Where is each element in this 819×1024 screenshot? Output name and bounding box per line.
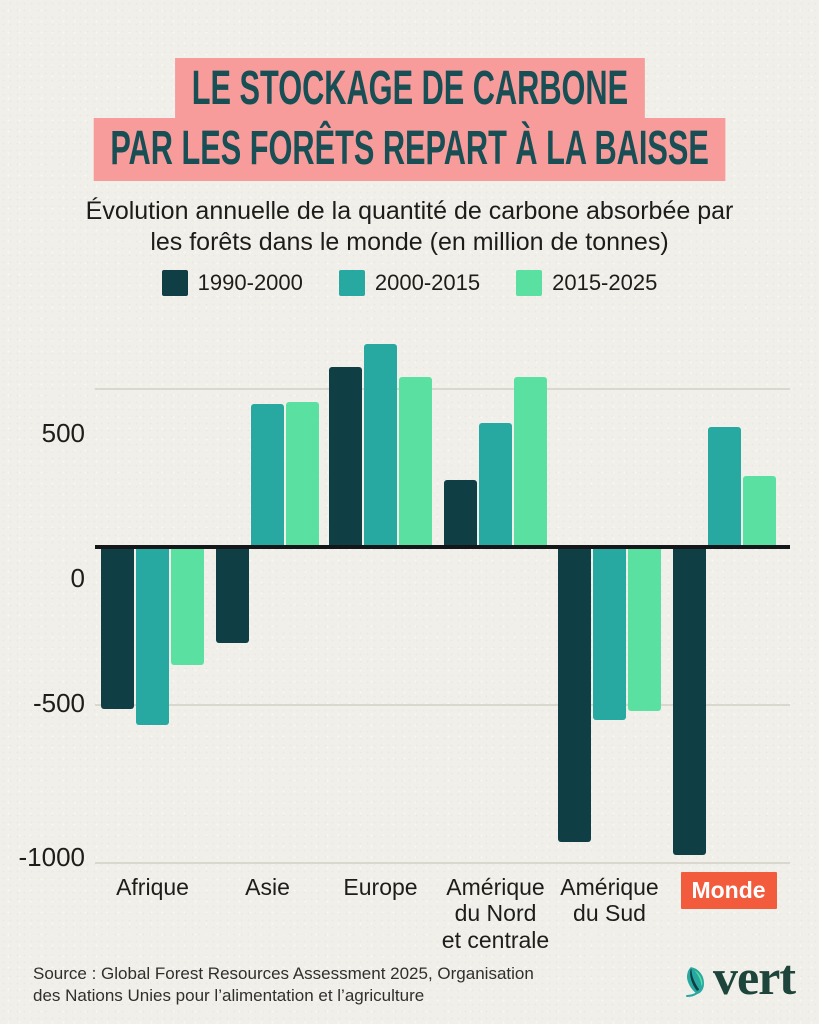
source-line-1: Source : Global Forest Resources Assessm… <box>33 964 534 983</box>
bar-afrique-2015-2025 <box>171 548 204 665</box>
legend-swatch-1990-2000 <box>161 270 188 296</box>
bar-monde-2015-2025 <box>743 476 776 546</box>
vert-logo: vert <box>683 949 796 1005</box>
plot-area <box>95 320 790 880</box>
category-label-monde-badge: Monde <box>680 872 777 909</box>
legend-swatch-2000-2015 <box>338 270 365 296</box>
category-label-asie: Asie <box>245 874 290 900</box>
bar-asie-2000-2015 <box>251 404 284 546</box>
x-axis-zero-line <box>95 545 790 549</box>
category-label-amerique-du-sud: Amérique du Sud <box>560 874 659 927</box>
y-tick-label-500: 500 <box>41 418 85 448</box>
legend-swatch-2015-2025 <box>516 270 543 296</box>
chart-legend: 1990-2000 2000-2015 2015-2025 <box>0 270 819 296</box>
bar-amerique-du-sud-2015-2025 <box>628 548 661 711</box>
bar-afrique-1990-2000 <box>101 548 134 709</box>
chart-subtitle: Évolution annuelle de la quantité de car… <box>30 196 790 259</box>
bar-amerique-du-sud-2000-2015 <box>593 548 626 720</box>
bar-asie-1990-2000 <box>216 548 249 643</box>
logo-text: vert <box>712 949 796 1005</box>
gridline--500 <box>95 704 790 706</box>
gridline--1000 <box>95 862 790 864</box>
page-title-line-1: LE STOCKAGE DE CARBONE <box>174 58 645 121</box>
bar-europe-1990-2000 <box>329 367 362 546</box>
gridline-500 <box>95 388 790 390</box>
bar-europe-2015-2025 <box>399 377 432 546</box>
category-label-amerique-du-nord-et-centrale: Amérique du Nord et centrale <box>441 874 550 953</box>
bar-amerique-du-nord-et-centrale-2000-2015 <box>479 423 512 546</box>
legend-label-1990-2000: 1990-2000 <box>197 270 303 295</box>
legend-label-2000-2015: 2000-2015 <box>374 270 481 295</box>
source-note: Source : Global Forest Resources Assessm… <box>33 963 534 1007</box>
chart-subtitle-line-2: les forêts dans le monde (en million de … <box>150 228 669 257</box>
legend-item-1990-2000: 1990-2000 <box>161 270 303 296</box>
bar-monde-2000-2015 <box>708 427 741 546</box>
bar-amerique-du-nord-et-centrale-1990-2000 <box>444 480 477 546</box>
title-block: LE STOCKAGE DE CARBONE PAR LES FORÊTS RE… <box>0 58 819 181</box>
bar-europe-2000-2015 <box>364 344 397 546</box>
source-line-2: des Nations Unies pour l’alimentation et… <box>33 986 425 1005</box>
bar-amerique-du-sud-1990-2000 <box>558 548 591 842</box>
y-tick-label--1000: -1000 <box>18 842 86 872</box>
legend-item-2015-2025: 2015-2025 <box>516 270 657 296</box>
bar-asie-2015-2025 <box>286 402 319 546</box>
bar-afrique-2000-2015 <box>136 548 169 725</box>
category-label-afrique: Afrique <box>116 874 189 900</box>
bar-amerique-du-nord-et-centrale-2015-2025 <box>514 377 547 546</box>
bar-monde-1990-2000 <box>673 548 706 855</box>
legend-label-2015-2025: 2015-2025 <box>552 270 658 295</box>
y-tick-label--500: -500 <box>32 688 85 718</box>
y-tick-label-0: 0 <box>70 563 85 593</box>
category-label-europe: Europe <box>343 874 418 900</box>
leaf-icon <box>685 967 704 997</box>
page-title-line-2: PAR LES FORÊTS REPART À LA BAISSE <box>93 118 726 181</box>
legend-item-2000-2015: 2000-2015 <box>338 270 481 296</box>
chart-subtitle-line-1: Évolution annuelle de la quantité de car… <box>85 197 734 225</box>
